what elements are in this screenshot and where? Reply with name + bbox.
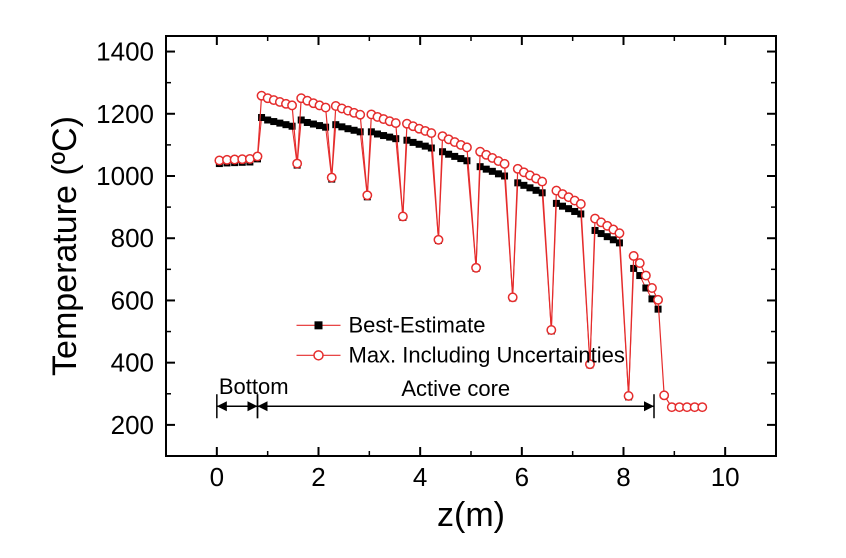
bottom-region-label: Bottom [219,374,289,399]
temperature-chart: 0 2 4 6 8 10 200 400 600 800 1000 1200 1400 z(m) Tempe… [31,6,817,556]
y-tick-label: 1400 [96,37,154,67]
x-tick-label: 2 [311,462,325,492]
y-axis-label: Temperature (ºC) [46,116,84,376]
y-tick-label: 400 [111,348,154,378]
legend-label-1: Max. Including Uncertainties [349,342,625,367]
y-tick-label: 600 [111,285,154,315]
x-tick-label: 10 [711,462,740,492]
y-tick-label: 1000 [96,161,154,191]
y-tick-label: 1200 [96,99,154,129]
x-tick-label: 6 [515,462,529,492]
legend-label-0: Best-Estimate [349,312,486,337]
x-tick-label: 4 [413,462,427,492]
active-core-region-label: Active core [401,376,510,401]
y-tick-label: 200 [111,410,154,440]
x-tick-label: 8 [616,462,630,492]
x-tick-label: 0 [210,462,224,492]
chart-container: 0 2 4 6 8 10 200 400 600 800 1000 1200 1400 z(m) Tempe… [30,5,818,557]
y-tick-label: 800 [111,223,154,253]
x-axis-label: z(m) [437,496,505,534]
